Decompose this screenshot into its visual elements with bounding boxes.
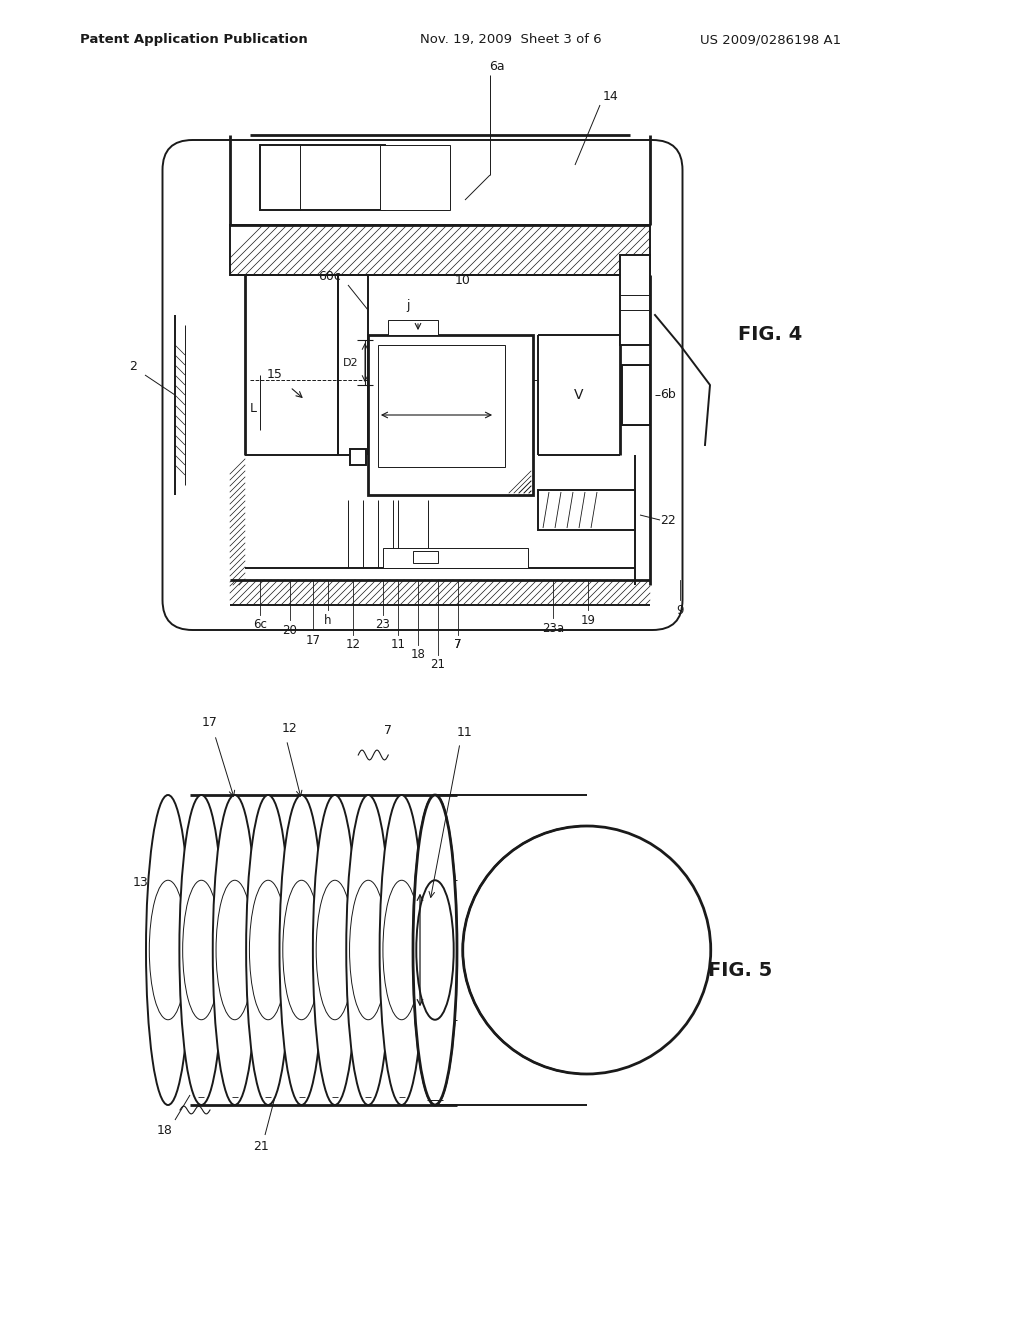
- Text: 8: 8: [352, 449, 360, 462]
- Bar: [368, 335, 534, 495]
- Text: 11: 11: [457, 726, 473, 739]
- Bar: [413, 550, 438, 564]
- Text: 26: 26: [404, 958, 420, 972]
- Text: 10: 10: [455, 273, 471, 286]
- Ellipse shape: [413, 795, 457, 1105]
- Text: 12: 12: [345, 639, 360, 652]
- Text: 60c: 60c: [318, 271, 341, 284]
- Text: V: V: [574, 388, 584, 403]
- Text: 11: 11: [390, 639, 406, 652]
- Bar: [538, 490, 635, 531]
- Ellipse shape: [216, 880, 254, 1020]
- Text: D2: D2: [343, 358, 358, 367]
- Ellipse shape: [346, 795, 390, 1105]
- Bar: [380, 145, 450, 210]
- Text: 17: 17: [305, 634, 321, 647]
- Bar: [620, 255, 650, 345]
- Text: 22: 22: [660, 513, 676, 527]
- Ellipse shape: [413, 795, 457, 1105]
- Text: 19: 19: [581, 614, 596, 627]
- Text: 10: 10: [587, 942, 606, 957]
- Ellipse shape: [280, 795, 324, 1105]
- Ellipse shape: [283, 880, 321, 1020]
- Bar: [350, 449, 366, 465]
- Text: FIG. 5: FIG. 5: [708, 961, 772, 979]
- Ellipse shape: [380, 795, 424, 1105]
- Text: Patent Application Publication: Patent Application Publication: [80, 33, 308, 46]
- Bar: [383, 548, 528, 568]
- Text: 18: 18: [157, 1123, 173, 1137]
- Text: 14: 14: [603, 91, 618, 103]
- Text: j: j: [407, 298, 410, 312]
- Text: 9: 9: [676, 603, 684, 616]
- Text: US 2009/0286198 A1: US 2009/0286198 A1: [700, 33, 841, 46]
- Text: 17: 17: [202, 717, 218, 730]
- Bar: [245, 275, 338, 455]
- Ellipse shape: [182, 880, 220, 1020]
- Bar: [388, 319, 438, 335]
- Text: FIG. 4: FIG. 4: [738, 326, 802, 345]
- Text: 21: 21: [253, 1140, 269, 1154]
- Ellipse shape: [349, 880, 387, 1020]
- Ellipse shape: [383, 880, 420, 1020]
- Ellipse shape: [213, 795, 257, 1105]
- Text: D1: D1: [433, 396, 451, 409]
- Text: 6b: 6b: [660, 388, 676, 401]
- Bar: [378, 345, 505, 467]
- Ellipse shape: [150, 880, 186, 1020]
- FancyBboxPatch shape: [163, 140, 683, 630]
- Bar: [230, 224, 650, 275]
- Text: 7: 7: [384, 723, 392, 737]
- Text: 2: 2: [129, 360, 137, 374]
- Ellipse shape: [313, 795, 357, 1105]
- Text: 7: 7: [455, 639, 462, 652]
- Ellipse shape: [250, 880, 287, 1020]
- Bar: [260, 145, 385, 210]
- Text: L: L: [250, 401, 256, 414]
- Ellipse shape: [417, 880, 454, 1020]
- Text: 23: 23: [376, 619, 390, 631]
- Text: 21: 21: [430, 659, 445, 672]
- Text: 6a: 6a: [489, 61, 505, 74]
- Circle shape: [463, 826, 711, 1074]
- Ellipse shape: [146, 795, 190, 1105]
- Text: 20: 20: [283, 623, 297, 636]
- Text: 15: 15: [267, 368, 283, 381]
- Text: 7: 7: [455, 639, 462, 652]
- Text: 13: 13: [133, 875, 148, 888]
- Text: Nov. 19, 2009  Sheet 3 of 6: Nov. 19, 2009 Sheet 3 of 6: [420, 33, 602, 46]
- Text: 18: 18: [411, 648, 425, 661]
- Text: D1: D1: [393, 928, 411, 941]
- Ellipse shape: [246, 795, 290, 1105]
- Text: 12: 12: [282, 722, 297, 734]
- Ellipse shape: [179, 795, 223, 1105]
- Text: h: h: [325, 614, 332, 627]
- Text: 6c: 6c: [253, 619, 267, 631]
- Ellipse shape: [316, 880, 353, 1020]
- Bar: [622, 366, 650, 425]
- Text: 23a: 23a: [542, 622, 564, 635]
